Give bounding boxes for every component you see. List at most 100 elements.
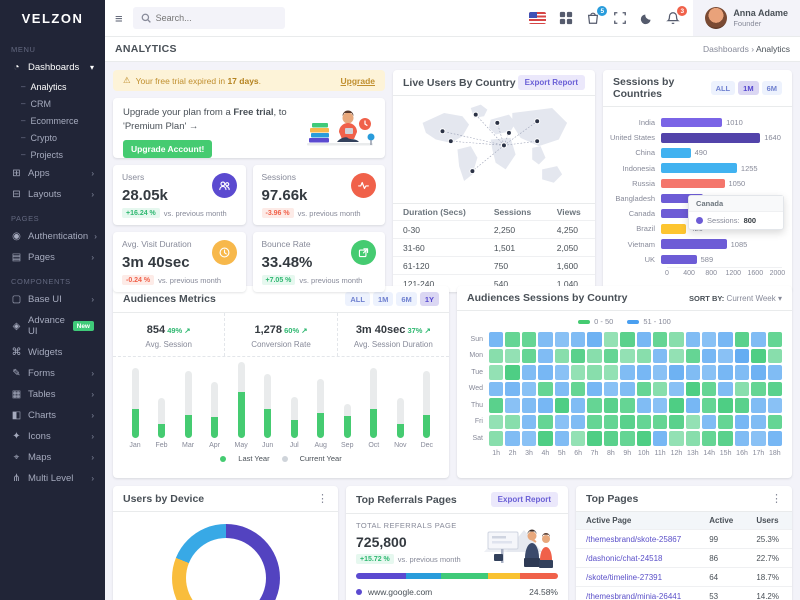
heatmap-cell[interactable] <box>521 348 537 363</box>
heatmap-cell[interactable] <box>620 332 635 347</box>
heatmap-cell[interactable] <box>570 365 586 380</box>
sidebar-item-authentication[interactable]: ◉ Authentication › <box>0 226 105 247</box>
heatmap-cell[interactable] <box>702 398 717 413</box>
heatmap-cell[interactable] <box>718 431 733 446</box>
sidebar-subitem-analytics[interactable]: – Analytics <box>0 78 105 95</box>
heatmap-cell[interactable] <box>702 381 717 396</box>
heatmap-cell[interactable] <box>767 332 782 347</box>
app-logo[interactable]: VELZON <box>21 10 84 26</box>
heatmap-cell[interactable] <box>554 414 569 429</box>
apps-grid-icon[interactable] <box>559 11 573 25</box>
heatmap-cell[interactable] <box>570 332 586 347</box>
heatmap-cell[interactable] <box>603 398 619 413</box>
heatmap-cell[interactable] <box>521 365 537 380</box>
heatmap-cell[interactable] <box>554 365 569 380</box>
heatmap-cell[interactable] <box>685 398 701 413</box>
heatmap-cell[interactable] <box>636 414 651 429</box>
heatmap-cell[interactable] <box>751 398 766 413</box>
heatmap-cell[interactable] <box>734 348 750 363</box>
heatmap-cell[interactable] <box>570 381 586 396</box>
heatmap-cell[interactable] <box>636 332 651 347</box>
active-page-link[interactable]: /dashonic/chat-24518 <box>576 548 700 568</box>
notifications-bell-icon[interactable]: 3 <box>666 6 688 25</box>
heatmap-sort-dropdown[interactable]: SORT BY: Current Week ▾ <box>689 293 782 303</box>
sidebar-item-maps[interactable]: ⌖ Maps › <box>0 447 105 468</box>
heatmap-cell[interactable] <box>669 365 684 380</box>
active-page-link[interactable]: /skote/timeline-27391 <box>576 567 700 587</box>
heatmap-cell[interactable] <box>734 381 750 396</box>
heatmap-cell[interactable] <box>702 431 717 446</box>
sidebar-item-icons[interactable]: ✦ Icons › <box>0 426 105 447</box>
heatmap-cell[interactable] <box>505 332 520 347</box>
sidebar-item-layouts[interactable]: ⊟ Layouts › <box>0 184 105 205</box>
referrals-export-button[interactable]: Export Report <box>490 492 558 507</box>
sidebar-subitem-crm[interactable]: – CRM <box>0 95 105 112</box>
heatmap-cell[interactable] <box>636 348 651 363</box>
sidebar-item-pages[interactable]: ▤ Pages › <box>0 247 105 268</box>
heatmap-cell[interactable] <box>652 431 668 446</box>
sessions-filter-1m[interactable]: 1M <box>738 81 759 95</box>
heatmap-cell[interactable] <box>685 414 701 429</box>
heatmap-cell[interactable] <box>489 431 504 446</box>
heatmap-cell[interactable] <box>652 398 668 413</box>
user-profile-menu[interactable]: Anna Adame Founder <box>693 0 800 36</box>
heatmap-cell[interactable] <box>669 332 684 347</box>
sidebar-item-tables[interactable]: ▦ Tables › <box>0 384 105 405</box>
heatmap-cell[interactable] <box>767 381 782 396</box>
search-input[interactable] <box>155 13 277 23</box>
heatmap-cell[interactable] <box>603 348 619 363</box>
breadcrumb-section[interactable]: Dashboards <box>703 44 749 54</box>
heatmap-cell[interactable] <box>652 365 668 380</box>
heatmap-cell[interactable] <box>702 365 717 380</box>
heatmap-cell[interactable] <box>505 414 520 429</box>
heatmap-cell[interactable] <box>620 431 635 446</box>
sidebar-item-multi-level[interactable]: ⋔ Multi Level › <box>0 468 105 489</box>
heatmap-cell[interactable] <box>685 381 701 396</box>
heatmap-cell[interactable] <box>702 414 717 429</box>
sessions-filter-6m[interactable]: 6M <box>761 81 782 95</box>
heatmap-cell[interactable] <box>587 398 602 413</box>
language-flag-icon[interactable] <box>529 12 547 24</box>
heatmap-cell[interactable] <box>767 398 782 413</box>
heatmap-cell[interactable] <box>603 365 619 380</box>
heatmap-cell[interactable] <box>505 348 520 363</box>
heatmap-cell[interactable] <box>489 348 504 363</box>
heatmap-cell[interactable] <box>718 398 733 413</box>
heatmap-cell[interactable] <box>587 348 602 363</box>
heatmap-cell[interactable] <box>521 414 537 429</box>
heatmap-cell[interactable] <box>685 431 701 446</box>
search-box[interactable] <box>132 7 285 29</box>
heatmap-cell[interactable] <box>767 431 782 446</box>
heatmap-cell[interactable] <box>521 431 537 446</box>
heatmap-cell[interactable] <box>718 332 733 347</box>
heatmap-cell[interactable] <box>554 332 569 347</box>
heatmap-cell[interactable] <box>767 365 782 380</box>
heatmap-cell[interactable] <box>554 348 569 363</box>
sidebar-subitem-ecommerce[interactable]: – Ecommerce <box>0 112 105 129</box>
heatmap-cell[interactable] <box>734 365 750 380</box>
hamburger-menu-icon[interactable]: ≡ <box>115 10 123 26</box>
heatmap-cell[interactable] <box>521 381 537 396</box>
heatmap-cell[interactable] <box>734 398 750 413</box>
audiences-filter-all[interactable]: ALL <box>345 292 370 306</box>
heatmap-cell[interactable] <box>751 348 766 363</box>
heatmap-cell[interactable] <box>570 348 586 363</box>
heatmap-cell[interactable] <box>554 431 569 446</box>
heatmap-cell[interactable] <box>669 414 684 429</box>
upgrade-account-button[interactable]: Upgrade Account! <box>123 139 213 158</box>
heatmap-cell[interactable] <box>636 381 651 396</box>
heatmap-cell[interactable] <box>538 365 553 380</box>
heatmap-cell[interactable] <box>652 332 668 347</box>
heatmap-cell[interactable] <box>669 398 684 413</box>
heatmap-cell[interactable] <box>603 414 619 429</box>
heatmap-cell[interactable] <box>751 414 766 429</box>
heatmap-cell[interactable] <box>538 414 553 429</box>
heatmap-cell[interactable] <box>538 381 553 396</box>
heatmap-cell[interactable] <box>734 414 750 429</box>
heatmap-cell[interactable] <box>718 365 733 380</box>
fullscreen-icon[interactable] <box>613 11 627 25</box>
heatmap-cell[interactable] <box>685 348 701 363</box>
heatmap-cell[interactable] <box>489 398 504 413</box>
sidebar-item-apps[interactable]: ⊞ Apps › <box>0 163 105 184</box>
heatmap-cell[interactable] <box>652 414 668 429</box>
